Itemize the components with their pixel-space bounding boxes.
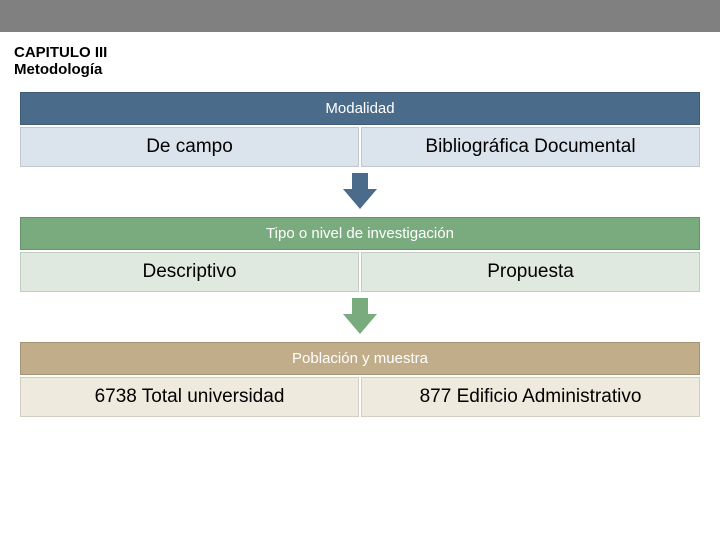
section-row-poblacion: 6738 Total universidad 877 Edificio Admi… — [20, 377, 700, 417]
cell-propuesta: Propuesta — [361, 252, 700, 292]
title-line-1: CAPITULO III — [14, 44, 706, 61]
sections-container: Modalidad De campo Bibliográfica Documen… — [0, 92, 720, 417]
arrow-2-wrap — [20, 298, 700, 336]
title-block: CAPITULO III Metodología — [0, 32, 720, 86]
section-header-tipo: Tipo o nivel de investigación — [20, 217, 700, 250]
section-tipo: Tipo o nivel de investigación Descriptiv… — [20, 217, 700, 292]
cell-total-universidad: 6738 Total universidad — [20, 377, 359, 417]
down-arrow-icon — [343, 298, 377, 336]
section-modalidad: Modalidad De campo Bibliográfica Documen… — [20, 92, 700, 167]
cell-de-campo: De campo — [20, 127, 359, 167]
arrow-1-wrap — [20, 173, 700, 211]
down-arrow-icon — [343, 173, 377, 211]
section-poblacion: Población y muestra 6738 Total universid… — [20, 342, 700, 417]
section-row-tipo: Descriptivo Propuesta — [20, 252, 700, 292]
section-row-modalidad: De campo Bibliográfica Documental — [20, 127, 700, 167]
cell-bibliografica: Bibliográfica Documental — [361, 127, 700, 167]
top-bar — [0, 0, 720, 32]
cell-edificio-admin: 877 Edificio Administrativo — [361, 377, 700, 417]
section-header-modalidad: Modalidad — [20, 92, 700, 125]
cell-descriptivo: Descriptivo — [20, 252, 359, 292]
title-line-2: Metodología — [14, 61, 706, 78]
section-header-poblacion: Población y muestra — [20, 342, 700, 375]
